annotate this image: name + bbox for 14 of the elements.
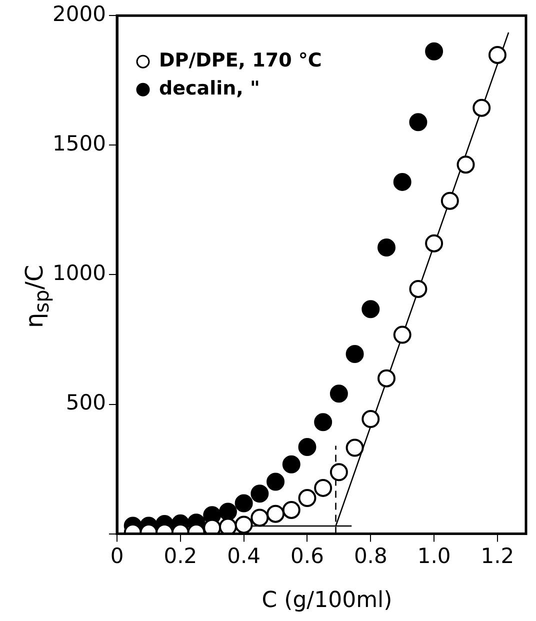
x-tick-label: 1.2: [480, 544, 514, 568]
y-tick-label: 1500: [52, 132, 106, 156]
x-axis-title: C (g/100ml): [260, 588, 394, 613]
x-tick-label: 0.8: [354, 544, 388, 568]
x-tick-label: 0.6: [290, 544, 324, 568]
y-tick-label: 2000: [52, 2, 106, 26]
legend-label: DP/DPE, 170 °C: [159, 50, 322, 72]
y-tick-label: 1000: [52, 261, 106, 286]
x-tick-label: 1.0: [417, 544, 451, 568]
y-tick-label: 500: [66, 390, 106, 415]
x-tick-label: 0.2: [164, 544, 198, 568]
x-tick-label: 0: [110, 544, 124, 568]
legend-label: decalin, ": [159, 78, 260, 100]
x-tick-label: 0.4: [227, 544, 261, 568]
